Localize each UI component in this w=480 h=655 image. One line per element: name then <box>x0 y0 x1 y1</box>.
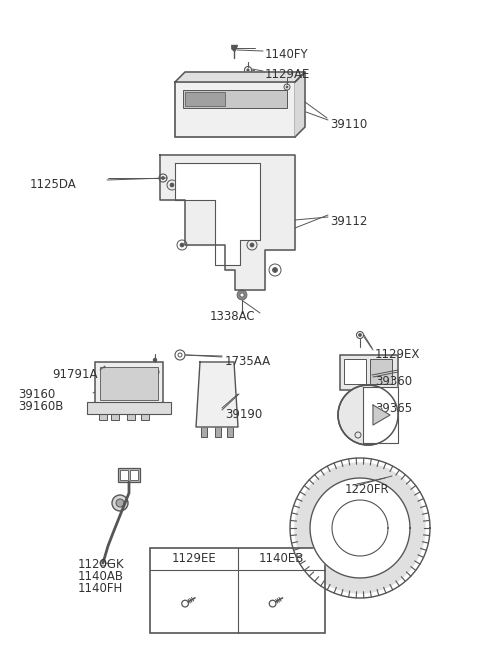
Text: 1338AC: 1338AC <box>210 310 256 323</box>
Text: 39190: 39190 <box>225 408 262 421</box>
Bar <box>141 410 149 420</box>
Circle shape <box>170 183 174 187</box>
Bar <box>370 359 392 384</box>
Polygon shape <box>175 163 260 265</box>
Text: 91791A: 91791A <box>52 368 97 381</box>
Circle shape <box>338 385 398 445</box>
Polygon shape <box>175 72 305 82</box>
Circle shape <box>286 86 288 88</box>
Bar <box>130 470 138 480</box>
Bar <box>175 82 295 137</box>
Text: 1129AE: 1129AE <box>265 68 311 81</box>
Polygon shape <box>160 155 295 290</box>
Text: 1120GK: 1120GK <box>78 558 125 571</box>
Polygon shape <box>295 463 425 593</box>
Text: 1735AA: 1735AA <box>225 355 271 368</box>
Text: 1140FY: 1140FY <box>265 48 309 61</box>
Bar <box>111 410 119 420</box>
Circle shape <box>161 176 165 179</box>
Circle shape <box>240 293 244 297</box>
Circle shape <box>231 45 237 50</box>
Text: 1125DA: 1125DA <box>30 178 77 191</box>
Circle shape <box>247 69 249 71</box>
Text: 1129EX: 1129EX <box>375 348 420 361</box>
Text: 39160: 39160 <box>18 388 55 401</box>
Bar <box>120 470 128 480</box>
Circle shape <box>180 243 184 247</box>
Circle shape <box>359 334 361 336</box>
Bar <box>227 427 233 437</box>
Polygon shape <box>196 362 238 427</box>
Polygon shape <box>310 478 410 578</box>
Text: 39110: 39110 <box>330 118 367 131</box>
Circle shape <box>116 499 124 507</box>
Bar <box>215 427 221 437</box>
Text: 1220FR: 1220FR <box>345 483 390 496</box>
Text: 1140EB: 1140EB <box>259 553 304 565</box>
Bar <box>185 92 225 106</box>
Bar <box>87 402 171 414</box>
Bar <box>201 427 207 437</box>
Bar <box>127 410 135 420</box>
Circle shape <box>154 358 156 362</box>
Polygon shape <box>373 405 390 425</box>
Circle shape <box>273 267 277 272</box>
Text: 39365: 39365 <box>375 402 412 415</box>
Bar <box>118 468 140 482</box>
Circle shape <box>237 290 247 300</box>
Text: 39112: 39112 <box>330 215 367 228</box>
Bar <box>340 355 398 390</box>
Bar <box>183 90 287 108</box>
Polygon shape <box>363 387 398 443</box>
Polygon shape <box>295 72 305 137</box>
Text: 1129EE: 1129EE <box>171 553 216 565</box>
Circle shape <box>250 243 254 247</box>
Text: 1140FH: 1140FH <box>78 582 123 595</box>
Bar <box>100 367 158 400</box>
Bar <box>99 410 107 420</box>
Text: 1140AB: 1140AB <box>78 570 124 583</box>
Bar <box>344 359 366 384</box>
Bar <box>200 364 234 391</box>
Text: 39360: 39360 <box>375 375 412 388</box>
Circle shape <box>112 495 128 511</box>
Polygon shape <box>332 500 388 556</box>
Bar <box>95 362 163 410</box>
Bar <box>150 548 325 633</box>
Text: 39160B: 39160B <box>18 400 63 413</box>
